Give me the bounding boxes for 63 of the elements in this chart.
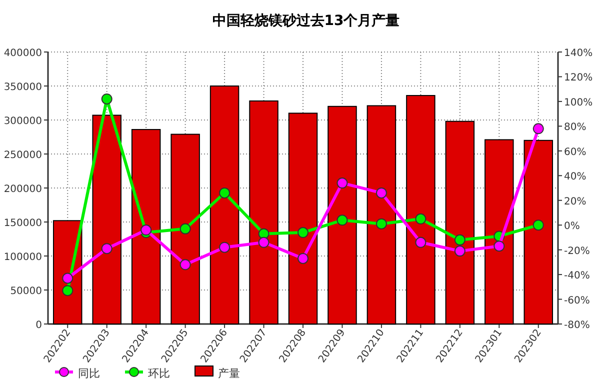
point	[298, 252, 308, 264]
bar	[366, 105, 396, 324]
point	[180, 223, 191, 234]
point	[62, 285, 74, 296]
bar	[92, 114, 122, 324]
legend-同比: 同比	[55, 367, 100, 380]
y2-tick-label: -60%	[564, 295, 590, 306]
bar	[524, 140, 554, 324]
y-tick-label: 300000	[4, 116, 42, 127]
point	[101, 93, 112, 104]
y2-tick-label: 0%	[564, 221, 580, 232]
point	[219, 242, 230, 253]
y2-tick-label: -20%	[564, 246, 590, 257]
point	[258, 236, 270, 248]
bar	[131, 129, 161, 324]
point	[415, 213, 426, 224]
point	[62, 272, 74, 284]
point	[454, 246, 466, 257]
point	[219, 187, 230, 198]
bar	[445, 120, 475, 324]
legend-产量: 产量	[194, 366, 240, 380]
legend-label: 同比	[78, 367, 100, 380]
bar	[210, 86, 240, 324]
point	[454, 234, 466, 246]
point	[532, 220, 544, 231]
bar	[170, 134, 200, 324]
y2-tick-label: 20%	[564, 196, 586, 208]
point	[140, 224, 152, 236]
y2-tick-label: 60%	[564, 146, 586, 158]
point	[415, 236, 426, 248]
chart-title: 中国轻烧镁砂过去13个月产量	[212, 12, 400, 29]
y2-tick-label: 80%	[564, 122, 586, 134]
y2-tick-label: -80%	[564, 320, 590, 331]
point	[101, 243, 112, 254]
y2-tick-label: -40%	[564, 270, 590, 282]
y2-tick-label: 120%	[564, 72, 593, 84]
y-tick-label: 400000	[4, 48, 42, 59]
legend-label: 环比	[148, 367, 170, 380]
bar	[328, 106, 357, 324]
bar	[249, 100, 278, 324]
point	[298, 227, 308, 238]
y-tick-label: 0	[36, 320, 42, 331]
point	[532, 123, 544, 134]
point	[336, 178, 348, 189]
y-tick-label: 350000	[4, 82, 42, 93]
point	[376, 187, 387, 198]
point	[336, 214, 348, 226]
legend-环比: 环比	[125, 367, 170, 380]
bar	[288, 112, 318, 324]
bar	[484, 139, 514, 324]
y-tick-label: 150000	[4, 218, 42, 229]
y-tick-label: 250000	[4, 150, 42, 161]
y-tick-label: 50000	[10, 286, 42, 297]
point	[494, 240, 505, 252]
point	[180, 259, 191, 270]
point	[376, 218, 387, 230]
y2-tick-label: 140%	[564, 48, 593, 59]
y2-tick-label: 40%	[564, 172, 586, 183]
bar	[406, 95, 436, 324]
y-tick-label: 200000	[4, 184, 42, 195]
y-tick-label: 100000	[4, 252, 42, 263]
y2-tick-label: 100%	[564, 97, 593, 108]
legend-label: 产量	[218, 367, 240, 380]
